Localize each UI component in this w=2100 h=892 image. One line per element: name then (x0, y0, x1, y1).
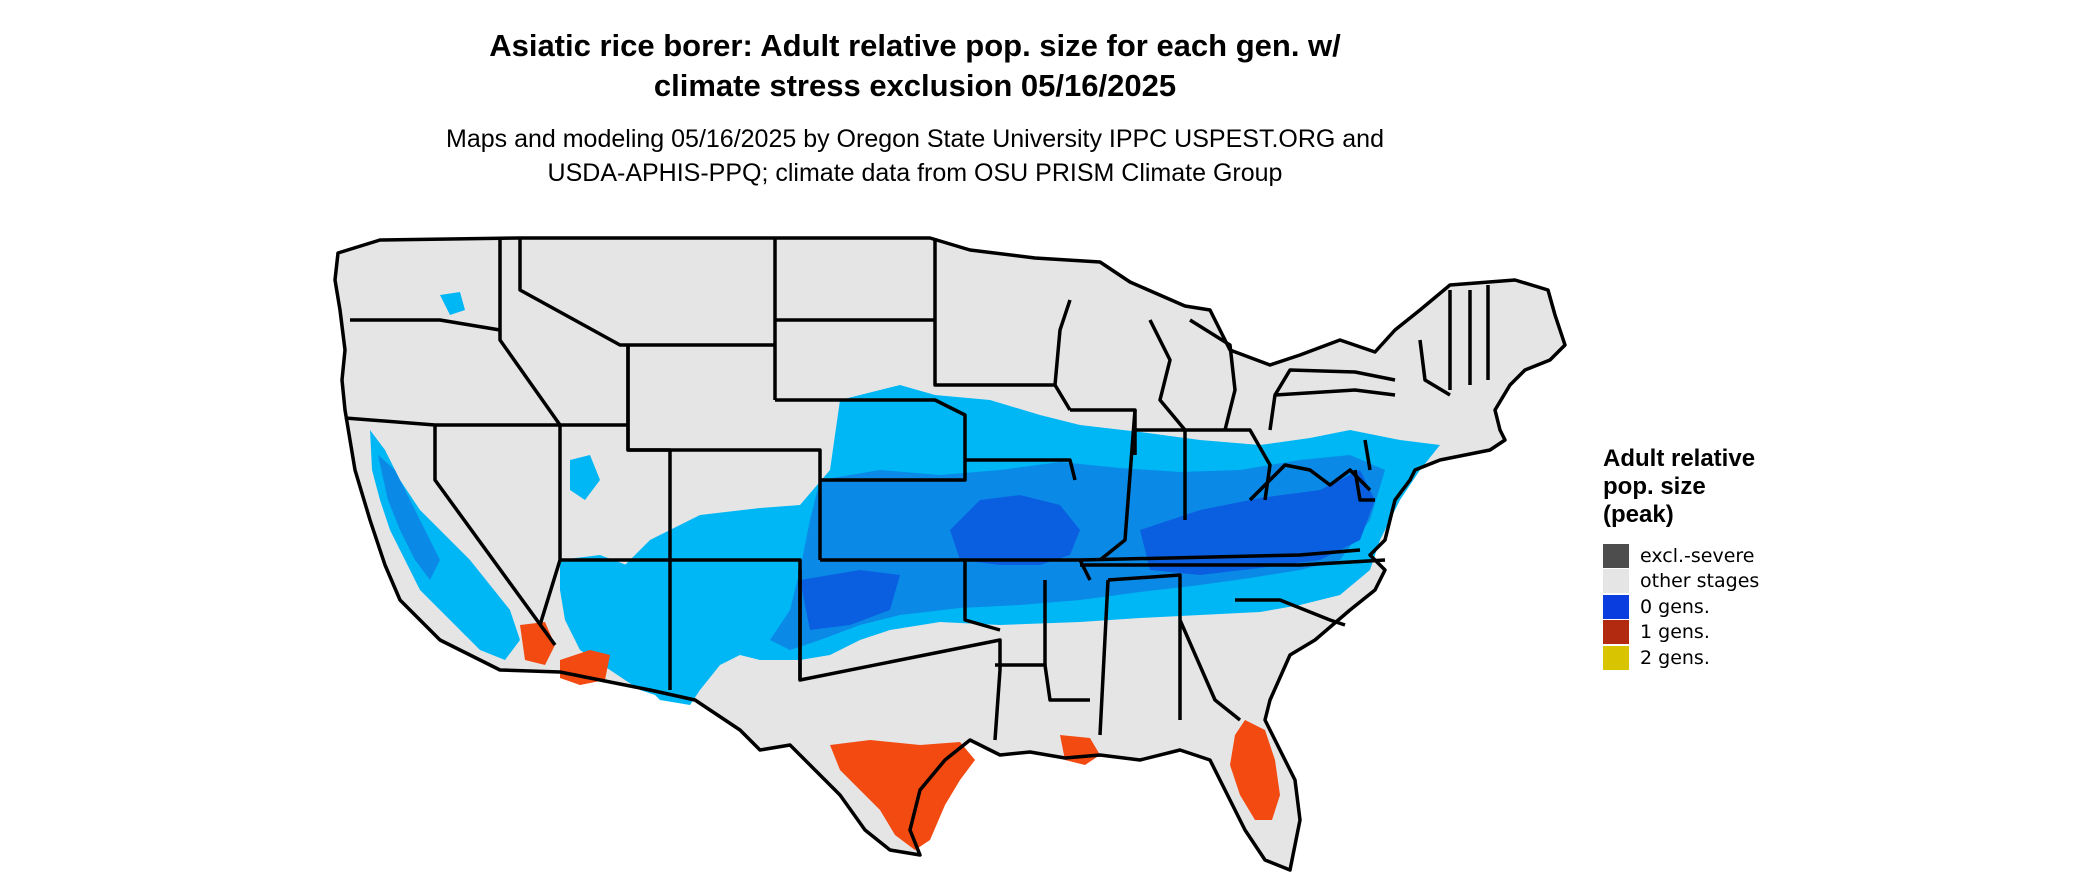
title-line-1: Asiatic rice borer: Adult relative pop. … (489, 28, 1341, 63)
legend-swatch-0-gens (1603, 594, 1629, 619)
map-subtitle: Maps and modeling 05/16/2025 by Oregon S… (0, 122, 1830, 190)
legend-item: 2 gens. (1603, 645, 1823, 671)
border-mi (1148, 318, 1237, 432)
border-ca-nv (433, 425, 557, 647)
legend-item: excl.-severe (1603, 543, 1823, 569)
state-borders (333, 236, 1567, 872)
border-al-ga (1107, 573, 1242, 722)
legend-title-line-2: pop. size (1603, 473, 1706, 500)
kentucky-virginia-dark (1140, 470, 1375, 575)
legend-label: excl.-severe (1640, 544, 1755, 567)
border-oh-pa (1268, 388, 1396, 431)
washington-light (440, 292, 465, 315)
border-wa-or (350, 318, 501, 332)
oklahoma-dark (800, 570, 900, 630)
border-va-wv (1248, 463, 1372, 502)
border-ia-mo (965, 458, 1077, 481)
legend-swatch-other-stages (1603, 569, 1629, 594)
legend-swatch-excl-severe (1603, 543, 1629, 568)
california-mid (378, 455, 440, 580)
border-mn-ia (933, 238, 1072, 411)
florida-red (1230, 720, 1280, 820)
border-nd-sd (773, 238, 935, 400)
border-tn-ky (1079, 548, 1361, 562)
border-mt-wy (518, 238, 775, 347)
border-nc-sc (1235, 598, 1346, 627)
border-ms (1043, 579, 1110, 736)
border-wy-co (626, 345, 822, 560)
subtitle-line-1: Maps and modeling 05/16/2025 by Oregon S… (446, 125, 1384, 153)
title-line-2: climate stress exclusion 05/16/2025 (653, 68, 1177, 103)
border-ks-ok (820, 558, 1001, 632)
legend-title-line-1: Adult relative (1603, 445, 1756, 472)
us-outline (333, 236, 1567, 872)
border-id (498, 238, 628, 427)
arizona-light (560, 555, 690, 700)
border-ar-la (995, 663, 1090, 702)
california-light (370, 430, 520, 660)
kansas-missouri-dark (950, 495, 1080, 565)
border-ok-tx (798, 570, 1002, 741)
legend-swatch-1-gens (1603, 620, 1629, 645)
legend-label: other stages (1640, 570, 1760, 593)
legend-items: excl.-severe other stages 0 gens. 1 gens… (1603, 543, 1823, 671)
legend-swatch-2-gens (1603, 645, 1629, 670)
legend-item: 1 gens. (1603, 620, 1823, 646)
legend-item: other stages (1603, 569, 1823, 595)
border-md-de (1353, 439, 1375, 502)
legend-item: 0 gens. (1603, 594, 1823, 620)
legend-title-line-3: (peak) (1603, 501, 1674, 528)
legend-label: 0 gens. (1640, 595, 1710, 618)
border-pa-ny (1273, 368, 1396, 396)
border-va-nc (1080, 558, 1386, 567)
legend-label: 1 gens. (1640, 621, 1710, 644)
utah-light (570, 455, 600, 500)
subtitle-line-2: USDA-APHIS-PPQ; climate data from OSU PR… (547, 159, 1283, 187)
dark-blue-coverage (800, 470, 1375, 630)
map-title: Asiatic rice borer: Adult relative pop. … (0, 26, 1830, 106)
legend-title: Adult relative pop. size (peak) (1603, 445, 1823, 529)
legend-label: 2 gens. (1640, 646, 1710, 669)
border-ne-states (1418, 285, 1490, 397)
border-ne-ks (775, 398, 967, 482)
map-legend: Adult relative pop. size (peak) excl.-se… (1603, 445, 1823, 671)
